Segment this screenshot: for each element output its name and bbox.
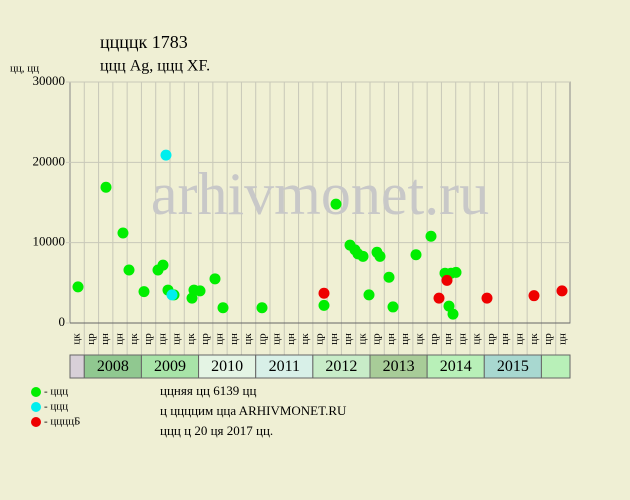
watermark: arhivmonet.ru (151, 161, 489, 227)
x-tick-label: цк (128, 333, 140, 345)
point (363, 289, 375, 301)
x-tick-label: цн (556, 333, 568, 345)
point (160, 149, 172, 161)
point (217, 302, 229, 314)
x-tick-label: цр (542, 333, 554, 345)
x-tick-label: цк (471, 333, 483, 345)
note: ц ццццим ццa ARHIVMONET.RU (160, 403, 347, 418)
point (357, 250, 369, 262)
x-tick-label: цр (485, 333, 497, 345)
point (330, 198, 342, 210)
x-tick-label: цр (256, 333, 268, 345)
x-tick-label: цн (514, 333, 526, 345)
point (410, 249, 422, 261)
legend-marker (31, 417, 41, 427)
x-tick-label: цн (271, 333, 283, 345)
year-label: 2011 (269, 358, 300, 375)
x-tick-label: цк (71, 333, 83, 345)
point (433, 292, 445, 304)
point (209, 273, 221, 285)
x-tick-label: цр (142, 333, 154, 345)
plot-area (69, 81, 571, 324)
x-tick-label: цн (285, 333, 297, 345)
x-tick-label: цн (228, 333, 240, 345)
year-label: 2013 (383, 358, 415, 375)
point (256, 302, 268, 314)
year-label: 2008 (97, 358, 129, 375)
point (447, 308, 459, 320)
chart-subtitle: ццц Ag, ццц XF. (100, 58, 210, 75)
point (387, 301, 399, 313)
year-label: 2012 (325, 358, 357, 375)
x-tick-label: цк (299, 333, 311, 345)
legend-label: - ццццБ (44, 416, 80, 428)
x-tick-label: цн (328, 333, 340, 345)
note: ццц ц 20 ця 2017 цц. (160, 423, 273, 438)
point (318, 299, 330, 311)
y-tick-label: 30000 (33, 73, 66, 88)
point (383, 271, 395, 283)
y-tick-label: 20000 (33, 153, 66, 168)
x-tick-label: цк (356, 333, 368, 345)
year-label: 2015 (497, 358, 529, 375)
x-tick-label: цн (342, 333, 354, 345)
x-tick-label: цк (414, 333, 426, 345)
year-cell-blank (540, 354, 571, 379)
point (318, 287, 330, 299)
x-tick-label: цр (428, 333, 440, 345)
legend-marker (31, 387, 41, 397)
year-label: 2010 (211, 358, 243, 375)
year-label: 2014 (440, 358, 472, 375)
y-tick-label: 10000 (33, 234, 66, 249)
x-tick-label: цн (114, 333, 126, 345)
year-cell-blank (69, 354, 85, 379)
note: ццняя цц 6139 цц (160, 383, 256, 398)
x-tick-label: цн (456, 333, 468, 345)
x-tick-label: цн (442, 333, 454, 345)
point (481, 292, 493, 304)
x-tick-label: цр (199, 333, 211, 345)
x-tick-label: цн (399, 333, 411, 345)
legend-label: - ццц (44, 386, 68, 398)
point (556, 285, 568, 297)
x-tick-label: цр (371, 333, 383, 345)
x-tick-label: цн (499, 333, 511, 345)
point (123, 264, 135, 276)
point (374, 250, 386, 262)
legend-marker (31, 402, 41, 412)
point (100, 181, 112, 193)
legend-label: - ццц (44, 401, 68, 413)
x-tick-label: цн (385, 333, 397, 345)
point (425, 230, 437, 242)
x-tick-label: цн (99, 333, 111, 345)
y-tick-label: 0 (59, 314, 66, 329)
chart-title: ццццк 1783 (100, 32, 188, 52)
point (72, 281, 84, 293)
x-tick-label: цр (314, 333, 326, 345)
x-tick-label: цк (185, 333, 197, 345)
x-tick-label: цк (242, 333, 254, 345)
point (528, 290, 540, 302)
x-tick-label: цн (156, 333, 168, 345)
point (166, 289, 178, 301)
x-tick-label: цр (85, 333, 97, 345)
point (157, 259, 169, 271)
year-label: 2009 (154, 358, 186, 375)
point (441, 274, 453, 286)
point (138, 286, 150, 298)
point (194, 285, 206, 297)
x-tick-label: цн (171, 333, 183, 345)
x-tick-label: цк (528, 333, 540, 345)
point (117, 227, 129, 239)
point (450, 266, 462, 278)
y-axis-label: цц, цц (10, 63, 39, 75)
x-tick-label: цн (214, 333, 226, 345)
